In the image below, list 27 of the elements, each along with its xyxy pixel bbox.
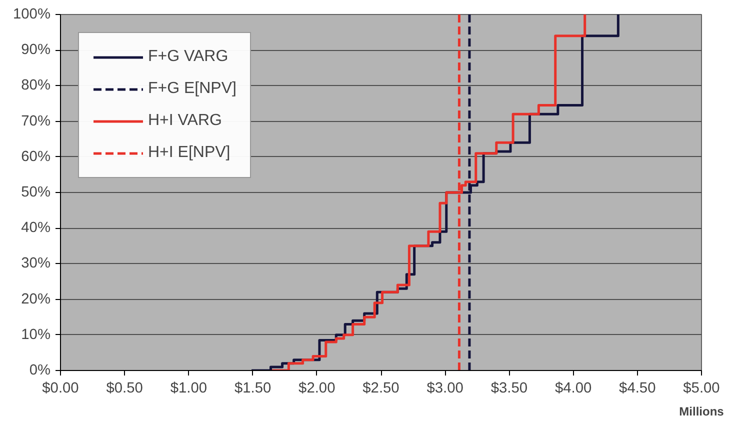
x-tick-label: $2.00 bbox=[298, 380, 336, 396]
y-tick-label: 90% bbox=[21, 42, 51, 58]
x-tick-label: $3.00 bbox=[426, 380, 464, 396]
x-tick-label: $4.00 bbox=[554, 380, 592, 396]
x-tick-label: $4.50 bbox=[619, 380, 656, 396]
y-tick-label: 20% bbox=[21, 291, 51, 308]
y-tick-label: 100% bbox=[13, 6, 51, 22]
x-tick-label: $2.50 bbox=[362, 380, 400, 396]
y-tick-label: 30% bbox=[21, 256, 51, 272]
x-tick-label: $3.50 bbox=[490, 380, 528, 396]
y-tick-label: 0% bbox=[29, 362, 51, 378]
legend-label: F+G VARG bbox=[148, 48, 228, 66]
y-tick-label: 80% bbox=[21, 78, 51, 94]
x-tick-label: $0.00 bbox=[42, 380, 79, 396]
legend-label: H+I VARG bbox=[148, 112, 222, 130]
legend-label: F+G E[NPV] bbox=[148, 80, 236, 98]
x-tick-label: $1.50 bbox=[234, 380, 272, 396]
x-axis-title: Millions bbox=[679, 404, 724, 418]
y-tick-label: 50% bbox=[21, 184, 51, 200]
x-tick-label: $1.00 bbox=[170, 380, 208, 396]
y-tick-label: 10% bbox=[21, 326, 51, 343]
y-tick-label: 60% bbox=[21, 148, 51, 165]
x-tick-label: $5.00 bbox=[683, 380, 720, 396]
x-tick-label: $0.50 bbox=[106, 380, 143, 396]
legend-label: H+I E[NPV] bbox=[148, 144, 230, 162]
y-tick-label: 40% bbox=[21, 220, 51, 236]
y-tick-label: 70% bbox=[21, 113, 51, 130]
